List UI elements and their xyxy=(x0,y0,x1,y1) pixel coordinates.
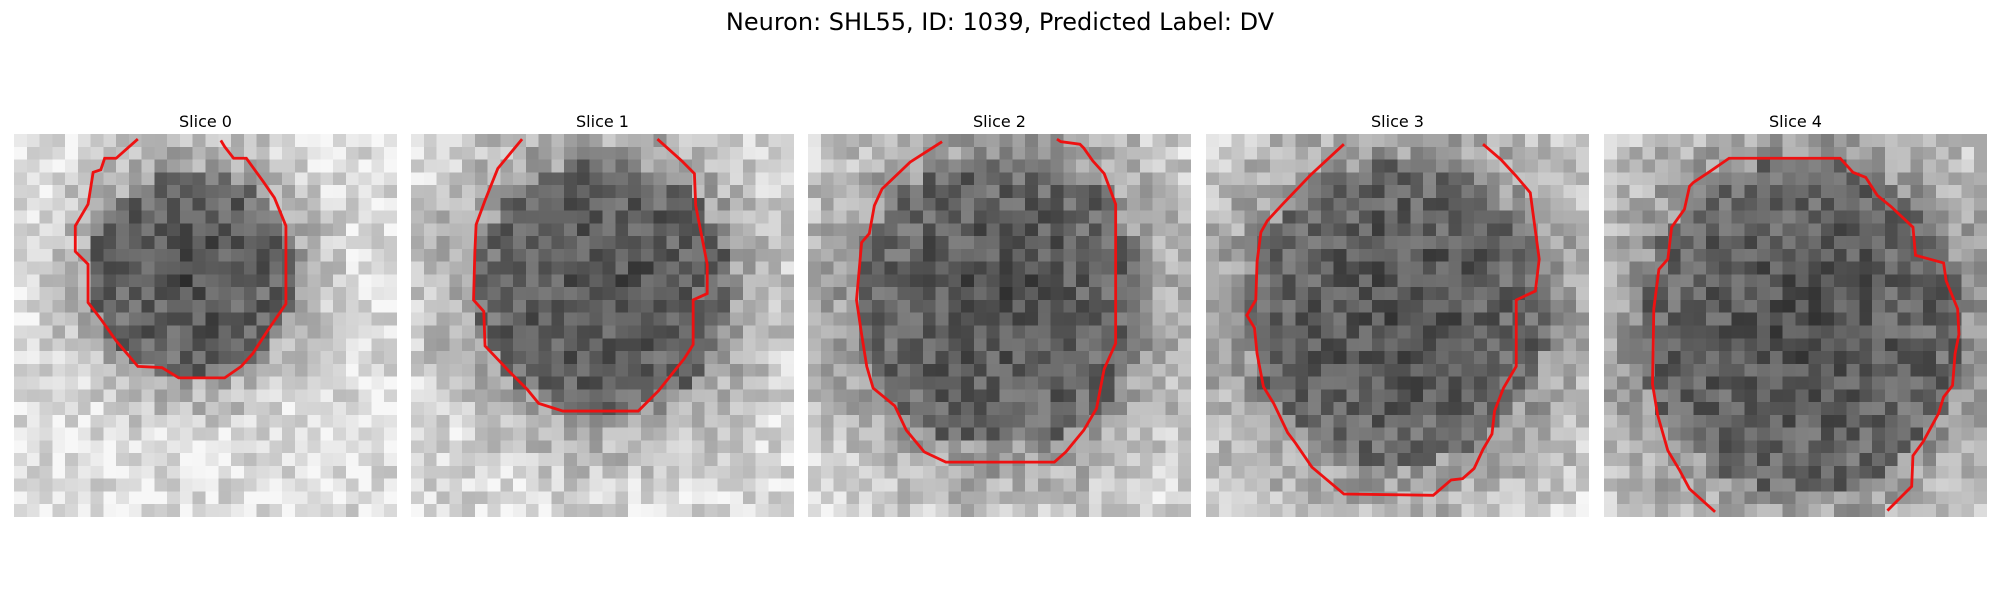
slice-title: Slice 4 xyxy=(1769,112,1822,131)
cell-contour xyxy=(73,138,288,380)
slice-title: Slice 2 xyxy=(973,112,1026,131)
grayscale-pixels xyxy=(411,134,794,517)
cell-contour xyxy=(855,137,1118,464)
slice-image xyxy=(14,134,397,517)
slice-title: Slice 1 xyxy=(576,112,629,131)
slice-image xyxy=(1206,134,1589,517)
grayscale-pixels xyxy=(1604,134,1987,517)
grayscale-pixels xyxy=(808,134,1191,517)
slice-title: Slice 3 xyxy=(1371,112,1424,131)
slice-image xyxy=(411,134,794,517)
grayscale-pixels xyxy=(1206,134,1589,517)
slice-panel-4: Slice 4 xyxy=(1604,110,1987,517)
slice-panel-0: Slice 0 xyxy=(14,110,397,517)
slice-image xyxy=(1604,134,1987,517)
cell-contour xyxy=(1651,156,1961,513)
slice-title: Slice 0 xyxy=(179,112,232,131)
grayscale-pixels xyxy=(14,134,397,517)
figure-title: Neuron: SHL55, ID: 1039, Predicted Label… xyxy=(725,8,1275,36)
slice-image xyxy=(808,134,1191,517)
cell-contour xyxy=(472,138,709,413)
slice-panel-3: Slice 3 xyxy=(1206,110,1589,517)
slice-panel-1: Slice 1 xyxy=(411,110,794,517)
slice-panel-2: Slice 2 xyxy=(808,110,1191,517)
cell-contour xyxy=(1245,143,1541,497)
